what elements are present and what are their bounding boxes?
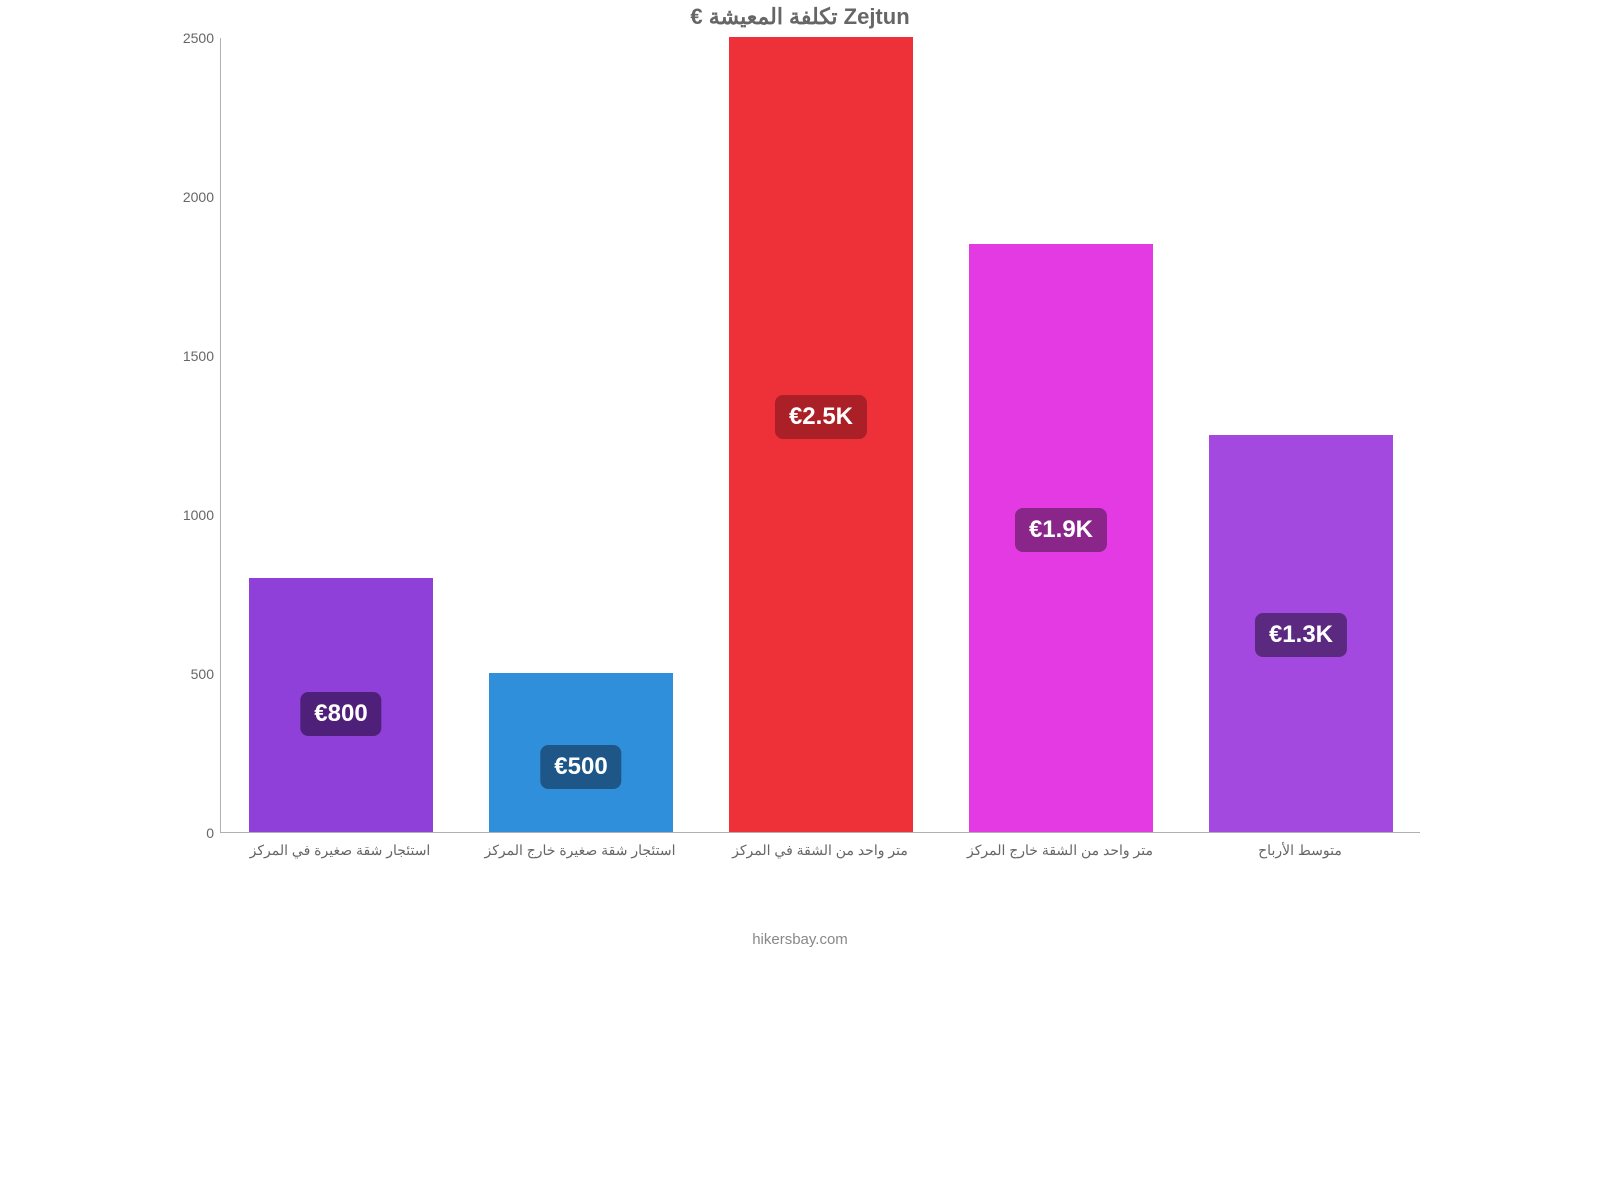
- bar: €500: [489, 673, 674, 832]
- bar-value-badge: €1.9K: [1015, 508, 1107, 552]
- bar: €800: [249, 578, 434, 832]
- x-category-label: متوسط الأرباح: [1258, 842, 1342, 859]
- plot-area: €800€500€2.5K€1.9K€1.3K 0500100015002000…: [220, 38, 1420, 833]
- y-tick-label: 500: [166, 666, 214, 682]
- bar-value-badge: €500: [540, 745, 621, 789]
- bar-value-badge: €800: [300, 692, 381, 736]
- y-tick-label: 2500: [166, 30, 214, 46]
- y-tick-label: 1500: [166, 348, 214, 364]
- x-category-label: متر واحد من الشقة خارج المركز: [967, 842, 1153, 859]
- bar-value-badge: €1.3K: [1255, 613, 1347, 657]
- x-category-label: متر واحد من الشقة في المركز: [732, 842, 908, 859]
- chart-container: € تكلفة المعيشة Zejtun €800 €500 €2.5K €1.9…: [160, 0, 1440, 960]
- x-category-label: استئجار شقة صغيرة في المركز: [250, 842, 431, 859]
- y-tick-label: 1000: [166, 507, 214, 523]
- bar: €1.9K: [969, 244, 1154, 832]
- x-labels: استئجار شقة صغيرة في المركز استئجار شقة ص…: [220, 842, 1420, 882]
- bar: €1.3K: [1209, 435, 1394, 833]
- y-tick-label: 0: [166, 825, 214, 841]
- x-category-label: استئجار شقة صغيرة خارج المركز: [484, 842, 675, 859]
- bar: €2.5K: [729, 37, 914, 832]
- bars-layer: €800 €500 €2.5K €1.9K €1.3K: [221, 38, 1420, 832]
- chart-title: € تكلفة المعيشة Zejtun: [160, 4, 1440, 30]
- attribution: hikersbay.com: [160, 931, 1440, 948]
- bar-value-badge: €2.5K: [775, 395, 867, 439]
- y-tick-label: 2000: [166, 189, 214, 205]
